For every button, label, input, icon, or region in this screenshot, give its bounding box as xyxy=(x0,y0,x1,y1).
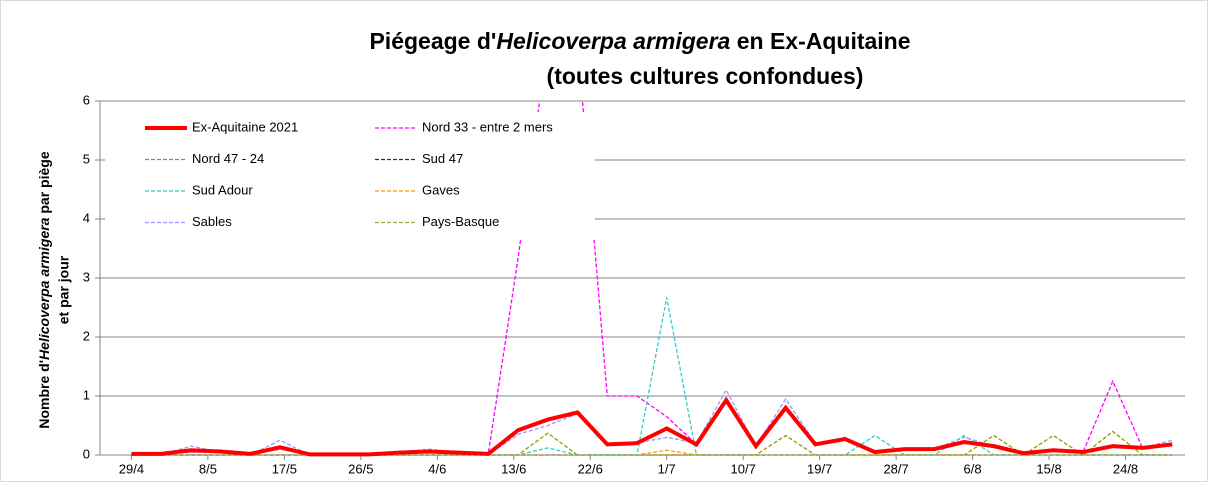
x-tick-label: 4/6 xyxy=(428,461,446,476)
legend-label: Sud 47 xyxy=(422,151,463,166)
x-tick-label: 22/6 xyxy=(578,461,603,476)
x-tick-label: 17/5 xyxy=(272,461,297,476)
y-tick-label: 0 xyxy=(83,446,90,461)
legend-label: Ex-Aquitaine 2021 xyxy=(192,119,298,134)
legend-label: Sud Adour xyxy=(192,182,253,197)
series-line xyxy=(131,396,1173,457)
x-tick-label: 8/5 xyxy=(199,461,217,476)
y-tick-label: 3 xyxy=(83,269,90,284)
x-tick-label: 28/7 xyxy=(883,461,908,476)
series-line xyxy=(131,430,1173,456)
chart-subtitle: (toutes cultures confondues) xyxy=(547,63,864,89)
series-group xyxy=(131,101,1173,457)
y-axis-label: Nombre d'Helicoverpa armigera par piège … xyxy=(36,151,72,428)
legend-label: Nord 33 - entre 2 mers xyxy=(422,119,553,134)
x-tick-label: 15/8 xyxy=(1036,461,1061,476)
y-tick-label: 5 xyxy=(83,151,90,166)
legend-label: Nord 47 - 24 xyxy=(192,151,264,166)
y-tick-label: 4 xyxy=(83,210,90,225)
x-tick-label: 13/6 xyxy=(501,461,526,476)
x-tick-label: 29/4 xyxy=(119,461,144,476)
y-label-line: et par jour xyxy=(56,255,72,324)
y-tick-label: 2 xyxy=(83,328,90,343)
legend-label: Gaves xyxy=(422,182,460,197)
x-tick-label: 6/8 xyxy=(964,461,982,476)
x-tick-label: 10/7 xyxy=(731,461,756,476)
x-tick-label: 1/7 xyxy=(658,461,676,476)
chart-title: Piégeage d'Helicoverpa armigera en Ex-Aq… xyxy=(369,28,910,54)
x-tick-label: 24/8 xyxy=(1113,461,1138,476)
legend-box xyxy=(105,112,595,240)
x-tick-label: 26/5 xyxy=(348,461,373,476)
legend-label: Pays-Basque xyxy=(422,214,499,229)
legend-label: Sables xyxy=(192,214,232,229)
y-tick-label: 6 xyxy=(83,92,90,107)
y-label-line: Nombre d'Helicoverpa armigera par piège xyxy=(36,151,52,428)
x-tick-label: 19/7 xyxy=(807,461,832,476)
y-tick-label: 1 xyxy=(83,387,90,402)
